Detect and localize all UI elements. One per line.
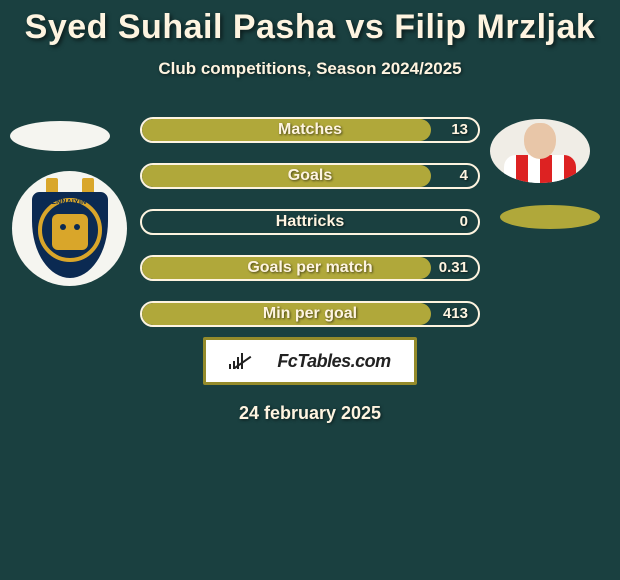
- stat-bar: Goals per match 0.31: [140, 255, 480, 281]
- stat-label: Hattricks: [276, 213, 344, 231]
- page-title: Syed Suhail Pasha vs Filip Mrzljak: [0, 0, 620, 47]
- date-label: 24 february 2025: [0, 403, 620, 424]
- chennaiyin-badge-icon: CHENNAIYIN FC: [24, 178, 116, 280]
- subtitle: Club competitions, Season 2024/2025: [0, 59, 620, 79]
- player1-avatar-placeholder: [10, 121, 110, 151]
- stat-value: 0: [460, 213, 468, 230]
- stat-bar: Hattricks 0: [140, 209, 480, 235]
- player1-club-badge: CHENNAIYIN FC: [12, 171, 127, 286]
- stat-bar: Goals 4: [140, 163, 480, 189]
- stats-bars: Matches 13 Goals 4 Hattricks 0 Goals per match…: [140, 117, 480, 347]
- club-name-label: CHENNAIYIN FC: [32, 199, 108, 206]
- logo-line-icon: [253, 353, 271, 369]
- comparison-panel: CHENNAIYIN FC Matches 13 Goals 4 Hattricks 0 G…: [0, 111, 620, 331]
- stat-bar-fill: [142, 165, 431, 187]
- stat-value: 413: [443, 305, 468, 322]
- stat-value: 4: [460, 167, 468, 184]
- stat-label: Goals per match: [247, 259, 372, 277]
- stat-label: Matches: [278, 121, 342, 139]
- stat-bar: Matches 13: [140, 117, 480, 143]
- stat-value: 0.31: [439, 259, 468, 276]
- stat-bar: Min per goal 413: [140, 301, 480, 327]
- logo-text: FcTables.com: [277, 351, 390, 372]
- player2-club-badge-placeholder: [500, 205, 600, 229]
- player2-avatar: [490, 119, 590, 183]
- stat-label: Goals: [288, 167, 332, 185]
- stat-label: Min per goal: [263, 305, 357, 323]
- stat-value: 13: [451, 121, 468, 138]
